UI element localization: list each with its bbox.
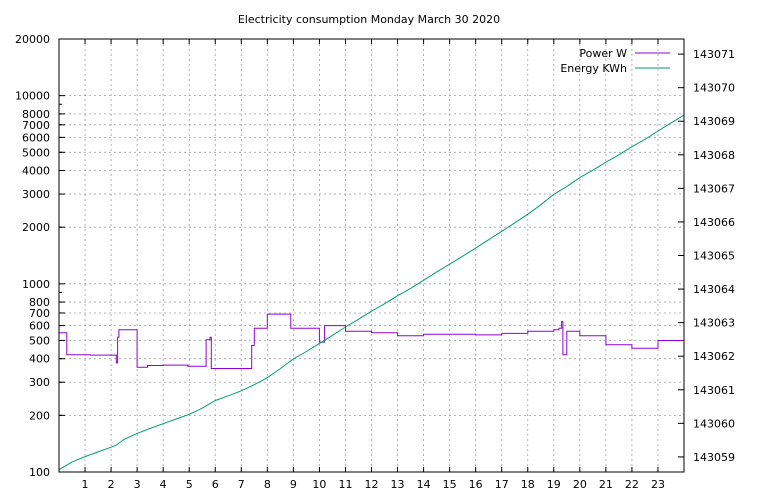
x-tick-label: 14 bbox=[417, 478, 431, 491]
y-right-tick-label: 143070 bbox=[693, 82, 735, 95]
series-line-energy-kwh bbox=[58, 114, 685, 471]
y-right-tick-label: 143062 bbox=[693, 350, 735, 363]
x-tick-label: 12 bbox=[365, 478, 379, 491]
y-right-tick-label: 143065 bbox=[693, 250, 735, 263]
y-right-tick-label: 143063 bbox=[693, 317, 735, 330]
x-tick-label: 11 bbox=[338, 478, 352, 491]
x-tick-label: 5 bbox=[186, 478, 193, 491]
x-tick-label: 19 bbox=[547, 478, 561, 491]
y-right-tick-label: 143068 bbox=[693, 149, 735, 162]
y-right-tick-label: 143066 bbox=[693, 216, 735, 229]
x-tick-label: 18 bbox=[521, 478, 535, 491]
y-left-tick-label: 400 bbox=[29, 353, 50, 366]
legend-label: Energy KWh bbox=[560, 62, 627, 75]
x-tick-label: 4 bbox=[160, 478, 167, 491]
series-layer bbox=[58, 114, 685, 471]
x-tick-label: 1 bbox=[82, 478, 89, 491]
x-tick-label: 7 bbox=[238, 478, 245, 491]
y-left-tick-label: 6000 bbox=[22, 131, 50, 144]
y-left-tick-label: 3000 bbox=[22, 188, 50, 201]
y-left-tick-label: 4000 bbox=[22, 165, 50, 178]
series-line-power-w bbox=[59, 313, 684, 369]
x-tick-label: 9 bbox=[290, 478, 297, 491]
plot-frame bbox=[58, 38, 685, 473]
x-tick-label: 17 bbox=[495, 478, 509, 491]
x-tick-label: 22 bbox=[625, 478, 639, 491]
y-right-tick-label: 143060 bbox=[693, 417, 735, 430]
y-left-tick-label: 8000 bbox=[22, 108, 50, 121]
legend: Power W Energy KWh bbox=[560, 47, 670, 75]
x-tick-label: 16 bbox=[469, 478, 483, 491]
y-left-tick-label: 10000 bbox=[15, 90, 50, 103]
y-right-tick-label: 143064 bbox=[693, 283, 735, 296]
x-tick-label: 20 bbox=[573, 478, 587, 491]
y-right-tick-label: 143067 bbox=[693, 182, 735, 195]
y-right-tick-label: 143069 bbox=[693, 115, 735, 128]
y-left-tick-label: 300 bbox=[29, 376, 50, 389]
x-tick-label: 10 bbox=[312, 478, 326, 491]
legend-label: Power W bbox=[579, 47, 627, 60]
y-right-tick-label: 143059 bbox=[693, 451, 735, 464]
x-tick-label: 15 bbox=[443, 478, 457, 491]
x-tick-label: 23 bbox=[651, 478, 665, 491]
y-left-tick-label: 500 bbox=[29, 334, 50, 347]
y-left-tick-label: 20000 bbox=[15, 33, 50, 46]
x-tick-label: 2 bbox=[108, 478, 115, 491]
x-tick-label: 3 bbox=[134, 478, 141, 491]
axis-ticks: 1 2 3 4 5 6 7 8 9 10 11 12 13 14 15 16 17 18 19 20 21 22 23100… bbox=[15, 33, 735, 491]
x-tick-label: 8 bbox=[264, 478, 271, 491]
y-left-tick-label: 600 bbox=[29, 320, 50, 333]
y-left-tick-label: 200 bbox=[29, 409, 50, 422]
y-left-tick-label: 5000 bbox=[22, 146, 50, 159]
y-right-tick-label: 143061 bbox=[693, 384, 735, 397]
chart-title: Electricity consumption Monday March 30 … bbox=[238, 13, 500, 26]
x-tick-label: 13 bbox=[391, 478, 405, 491]
y-left-tick-label: 100 bbox=[29, 466, 50, 479]
y-left-tick-label: 800 bbox=[29, 296, 50, 309]
x-tick-label: 21 bbox=[599, 478, 613, 491]
y-left-tick-label: 2000 bbox=[22, 221, 50, 234]
y-left-tick-label: 7000 bbox=[22, 119, 50, 132]
x-tick-label: 6 bbox=[212, 478, 219, 491]
grid bbox=[59, 39, 684, 472]
y-right-tick-label: 143071 bbox=[693, 48, 735, 61]
y-left-tick-label: 1000 bbox=[22, 278, 50, 291]
y-left-tick-label: 700 bbox=[29, 307, 50, 320]
